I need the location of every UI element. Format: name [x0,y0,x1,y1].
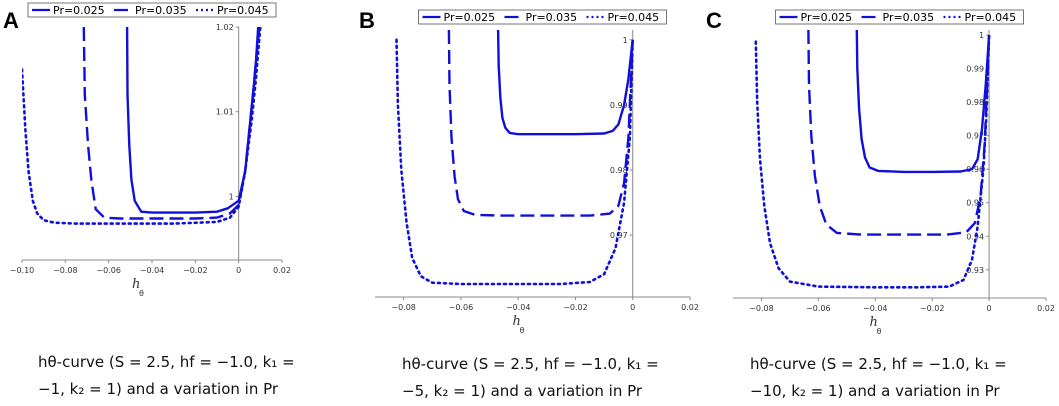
y-tick-label: 0.96 [966,165,984,174]
chart-c: −0.08 −0.06 −0.04 −0.02 0 0.02 0.93 0.94 0.95 0.9… [733,9,1055,336]
y-tick-label: 0.95 [966,199,984,208]
panel-letter-c: C [706,8,722,33]
chart-b: −0.08 −0.06 −0.04 −0.02 0 0.020.970.980.991hθ… [375,9,699,335]
y-tick-label: 0.98 [610,166,628,175]
x-tick-label: −0.08 [749,304,774,313]
x-axis-label-sub: θ [877,327,882,336]
legend-label-3: Pr=0.045 [608,11,660,24]
y-tick-label: 0.99 [966,65,984,74]
y-tick-label: 0.93 [966,266,984,275]
x-tick-label: −0.04 [506,303,531,312]
legend-label-1: Pr=0.025 [801,11,853,24]
legend-label-3: Pr=0.045 [217,4,269,17]
legend-label-1: Pr=0.025 [53,4,105,17]
x-axis-label: h [513,314,521,329]
legend: Pr=0.025 Pr=0.035 Pr=0.045 [27,2,277,18]
y-tick-label: 1 [623,36,628,45]
x-tick-label: 0 [987,304,992,313]
y-tick-label: 0.94 [966,232,984,241]
x-tick-label: −0.02 [920,304,945,313]
caption-c-line2: −10, k₂ = 1) and a variation in Pr [750,382,1000,400]
x-tick-label: −0.06 [449,303,474,312]
legend-label-3: Pr=0.045 [965,11,1017,24]
y-tick-label: 1 [979,31,984,40]
x-tick-label: −0.02 [183,266,208,275]
y-tick-label: 0.97 [966,132,984,141]
series-line-2 [807,30,991,236]
x-tick-label: −0.08 [53,266,78,275]
y-tick-label: 1.02 [216,23,234,32]
x-tick-label: 0.02 [681,303,699,312]
x-axis-label-sub: θ [520,326,525,335]
y-tick-label: 0.99 [610,101,628,110]
x-axis-label: h [132,277,140,292]
x-axis-label-sub: θ [139,289,144,298]
x-tick-label: −0.04 [140,266,165,275]
x-tick-label: −0.10 [10,266,35,275]
chart-a: −0.10 −0.08 −0.06 −0.04 −0.02 0 0.02 1 1.01 1.02 h… [10,2,291,298]
y-tick-label: 1 [229,192,234,201]
y-tick-label: 0.98 [966,98,984,107]
caption-b: hθ-curve (S = 2.5, hf = −1.0, k₁ = −5, k… [402,351,659,405]
caption-b-line2: −5, k₂ = 1) and a variation in Pr [402,382,643,400]
series-line-1 [855,30,991,174]
x-tick-label: −0.06 [806,304,831,313]
x-tick-label: 0.02 [1037,304,1055,313]
legend-label-2: Pr=0.035 [883,11,935,24]
caption-a-line2: −1, k₂ = 1) and a variation in Pr [38,380,279,398]
series-line-3 [395,38,635,286]
series-line-1 [496,30,634,136]
caption-a-line1: hθ-curve (S = 2.5, hf = −1.0, k₁ = [38,353,295,371]
x-tick-label: 0.02 [273,266,291,275]
legend-label-2: Pr=0.035 [526,11,578,24]
x-tick-label: −0.08 [391,303,416,312]
caption-a: hθ-curve (S = 2.5, hf = −1.0, k₁ = −1, k… [38,349,295,403]
series-line-3 [22,27,262,225]
x-tick-label: −0.06 [96,266,121,275]
legend-label-2: Pr=0.035 [135,4,187,17]
y-tick-label: 1.01 [216,108,234,117]
series-line-2 [447,30,634,217]
legend: Pr=0.025 Pr=0.035 Pr=0.045 [775,9,1024,25]
x-tick-label: 0 [236,266,241,275]
caption-b-line1: hθ-curve (S = 2.5, hf = −1.0, k₁ = [402,355,659,373]
x-tick-label: −0.04 [863,304,888,313]
series-line-3 [754,33,991,289]
x-tick-label: 0 [630,303,635,312]
panel-letter-a: A [3,8,19,33]
panel-letter-b: B [359,8,375,33]
legend-label-1: Pr=0.025 [444,11,496,24]
caption-c-line1: hθ-curve (S = 2.5, hf = −1.0, k₁ = [750,355,1007,373]
legend: Pr=0.025 Pr=0.035 Pr=0.045 [418,9,667,25]
x-axis-label: h [870,315,878,330]
x-tick-label: −0.02 [563,303,588,312]
caption-c: hθ-curve (S = 2.5, hf = −1.0, k₁ = −10, … [750,351,1007,405]
series-line-2 [82,27,261,220]
